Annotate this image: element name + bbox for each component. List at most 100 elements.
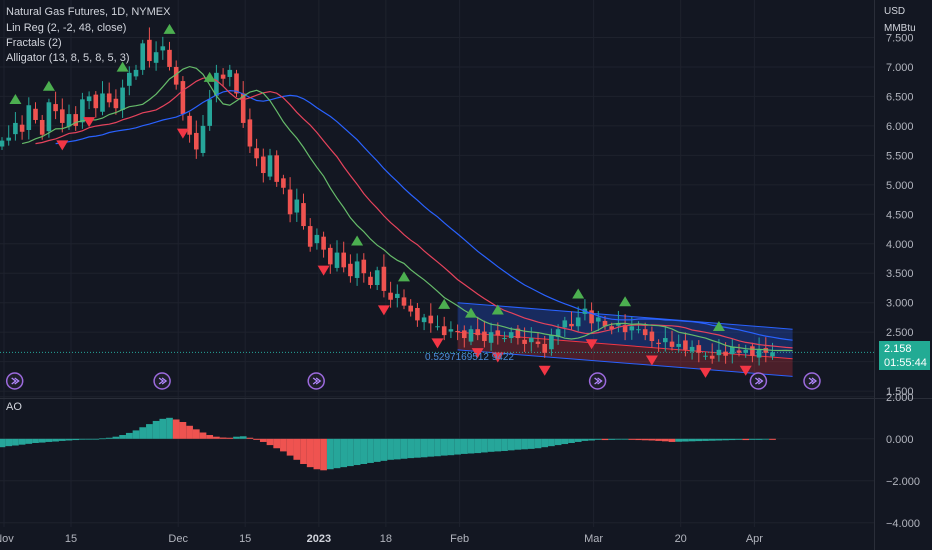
- ao-bar: [675, 438, 683, 442]
- ao-bar: [728, 438, 736, 441]
- candle-body: [187, 115, 192, 135]
- candle-body: [214, 72, 219, 96]
- candle-body: [301, 203, 306, 227]
- candle-body: [656, 342, 661, 344]
- candle-body: [354, 261, 360, 278]
- bar-countdown: 01:55:44: [884, 357, 927, 369]
- candle-body: [19, 124, 25, 132]
- fractal-down-marker: [471, 348, 484, 359]
- ao-bar: [487, 438, 495, 452]
- ao-bar: [581, 438, 589, 441]
- candle-body: [535, 341, 541, 344]
- candle-body: [127, 72, 132, 86]
- candle-body: [381, 266, 387, 291]
- date-tick-label: Apr: [746, 533, 763, 545]
- fractal-down-marker: [491, 352, 504, 363]
- candle-body: [622, 325, 628, 333]
- ao-bar: [159, 418, 167, 439]
- ao-bar: [0, 438, 6, 448]
- ao-bar: [447, 438, 455, 456]
- fractals-legend[interactable]: Fractals (2): [6, 37, 62, 49]
- fractal-up-marker: [398, 271, 410, 282]
- candle-body: [669, 341, 675, 347]
- candle-body: [247, 119, 253, 147]
- ao-bar: [273, 438, 281, 449]
- fractal-down-marker: [699, 367, 712, 378]
- candle-body: [703, 355, 708, 357]
- alligator-legend[interactable]: Alligator (13, 8, 5, 8, 5, 3): [6, 52, 130, 64]
- fractal-down-marker: [83, 117, 96, 128]
- candle-body: [261, 156, 266, 174]
- ao-bar: [112, 436, 120, 439]
- ao-bar: [119, 435, 126, 439]
- candle-body: [294, 199, 300, 213]
- candle-body: [0, 140, 5, 147]
- candle-body: [254, 148, 259, 159]
- fractal-up-marker: [9, 94, 22, 105]
- ao-bar: [387, 438, 394, 460]
- ao-bar: [427, 438, 435, 457]
- ao-bar: [92, 438, 100, 440]
- candle-body: [468, 329, 474, 342]
- ao-bar: [65, 438, 73, 441]
- ao-bar: [280, 438, 287, 452]
- fractal-up-marker: [619, 296, 632, 307]
- alligator-jaw-line: [55, 89, 793, 341]
- candle-body: [240, 93, 246, 123]
- ao-bar: [682, 438, 689, 442]
- candle-body: [39, 119, 45, 135]
- candle-body: [575, 317, 581, 327]
- fractal-up-marker: [42, 80, 55, 91]
- ao-bar: [514, 438, 522, 450]
- linreg-legend[interactable]: Lin Reg (2, -2, 48, close): [6, 22, 127, 34]
- candle-body: [26, 105, 32, 131]
- ao-bar: [340, 438, 348, 468]
- price-tick-label: 6.500: [886, 91, 914, 103]
- ao-bar: [125, 432, 133, 439]
- alligator-lips-line: [21, 65, 793, 352]
- ao-bar: [474, 438, 482, 454]
- candle-body: [730, 346, 735, 354]
- candle-body: [716, 349, 722, 356]
- candle-body: [113, 98, 119, 109]
- price-tick-label: 5.500: [886, 150, 914, 162]
- fractal-up-marker: [163, 23, 176, 34]
- candle-body: [86, 96, 92, 102]
- candle-body: [93, 94, 99, 109]
- ao-bar: [25, 438, 33, 444]
- candle-body: [133, 69, 139, 77]
- price-tick-label: 5.000: [886, 180, 914, 192]
- ao-bar: [661, 438, 669, 442]
- candle-body: [73, 114, 78, 126]
- candle-body: [770, 352, 775, 357]
- candle-body: [502, 338, 507, 340]
- ao-bar: [621, 438, 629, 440]
- candle-body: [482, 331, 487, 342]
- candle-body: [207, 99, 212, 126]
- candle-body: [267, 155, 273, 177]
- ao-bar: [72, 438, 80, 441]
- event-arrow-icon: [808, 377, 818, 385]
- ao-bar: [407, 438, 415, 459]
- candle-body: [462, 330, 467, 339]
- fractal-down-marker: [56, 140, 69, 151]
- candle-body: [348, 263, 353, 277]
- fractal-down-marker: [431, 338, 444, 349]
- ao-bar: [554, 438, 562, 446]
- ao-bar: [628, 438, 636, 440]
- candle-body: [676, 343, 681, 347]
- candle-body: [515, 328, 521, 339]
- candle-body: [321, 236, 326, 250]
- event-arrow-icon: [11, 377, 20, 385]
- ao-bar: [460, 438, 468, 454]
- candle-body: [529, 338, 534, 343]
- ao-bar: [5, 438, 13, 447]
- candle-body: [194, 132, 199, 150]
- candle-body: [589, 310, 594, 324]
- ao-bar: [58, 438, 66, 441]
- candle-body: [596, 317, 601, 322]
- ao-bar: [266, 438, 274, 446]
- fractal-down-marker: [538, 365, 551, 376]
- fractal-down-marker: [585, 339, 598, 350]
